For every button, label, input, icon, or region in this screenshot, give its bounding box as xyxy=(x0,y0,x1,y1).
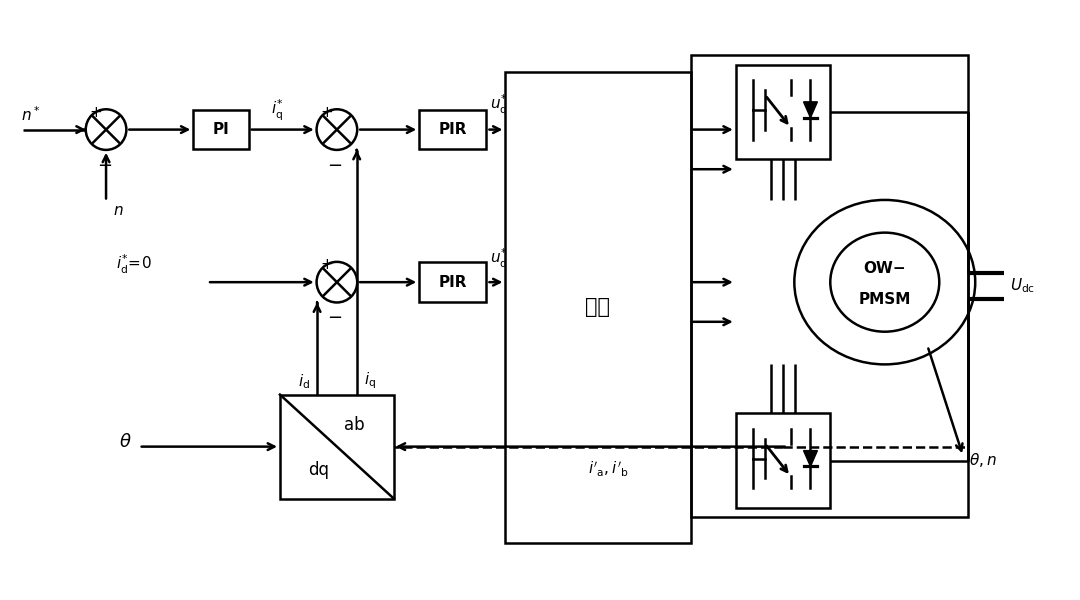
Text: $-$: $-$ xyxy=(327,155,342,173)
Ellipse shape xyxy=(831,233,940,332)
Text: $i_{\rm d}$: $i_{\rm d}$ xyxy=(298,372,310,391)
Text: $n$: $n$ xyxy=(113,203,123,218)
Text: $\theta, n$: $\theta, n$ xyxy=(969,451,997,469)
Text: $i'_{\rm a}, i'_{\rm b}$: $i'_{\rm a}, i'_{\rm b}$ xyxy=(588,460,629,479)
Text: 调制: 调制 xyxy=(585,298,610,317)
Bar xyxy=(690,55,968,517)
Circle shape xyxy=(85,109,126,150)
Text: $n^*$: $n^*$ xyxy=(21,105,40,124)
Bar xyxy=(735,65,829,159)
Text: PI: PI xyxy=(213,122,229,137)
Text: $u_{\rm d}^{*}$: $u_{\rm d}^{*}$ xyxy=(490,247,508,270)
Bar xyxy=(419,110,486,149)
Bar xyxy=(505,72,690,543)
Text: $+$: $+$ xyxy=(89,104,102,119)
Text: $-$: $-$ xyxy=(96,155,111,173)
Text: OW−: OW− xyxy=(864,261,906,276)
Text: PIR: PIR xyxy=(438,122,467,137)
Text: PMSM: PMSM xyxy=(859,292,910,307)
Circle shape xyxy=(316,109,357,150)
Text: dq: dq xyxy=(309,461,329,479)
Text: $+$: $+$ xyxy=(320,257,333,272)
Text: $U_{\rm dc}$: $U_{\rm dc}$ xyxy=(1010,277,1035,295)
Bar xyxy=(280,395,394,499)
Polygon shape xyxy=(804,102,818,118)
Text: $i_{\rm q}$: $i_{\rm q}$ xyxy=(364,370,376,391)
Text: $i_{\rm d}^{*}\!=\!0$: $i_{\rm d}^{*}\!=\!0$ xyxy=(116,253,152,276)
Bar xyxy=(193,110,248,149)
Text: $+$: $+$ xyxy=(320,104,333,119)
Circle shape xyxy=(316,262,357,302)
Bar xyxy=(419,262,486,302)
Bar xyxy=(735,413,829,508)
Text: $u_{\rm q}^{*}$: $u_{\rm q}^{*}$ xyxy=(490,92,508,118)
Text: $\theta$: $\theta$ xyxy=(119,433,132,451)
Ellipse shape xyxy=(794,200,975,364)
Text: PIR: PIR xyxy=(438,275,467,290)
Text: $i_{\rm q}^{*}$: $i_{\rm q}^{*}$ xyxy=(271,98,284,122)
Text: ab: ab xyxy=(345,416,365,434)
Text: $-$: $-$ xyxy=(327,307,342,325)
Polygon shape xyxy=(804,451,818,466)
